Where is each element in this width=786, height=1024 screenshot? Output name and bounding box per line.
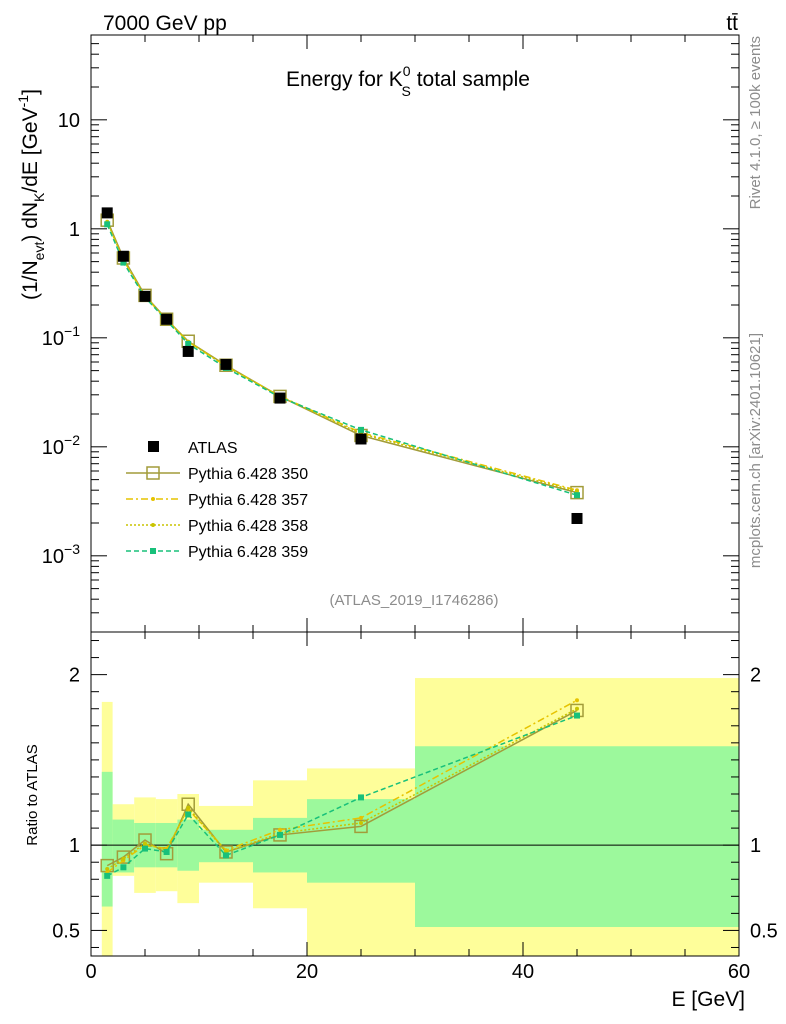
main-point-p359 (120, 259, 127, 266)
atlas-point (274, 392, 286, 404)
main-axes: 10 1 10−1 10−2 10−3 (42, 34, 740, 633)
ratio-line-p357 (106, 699, 578, 874)
ratio-point-p359 (358, 794, 364, 801)
ratio-point-p359 (142, 845, 148, 852)
legend-marker-atlas (148, 441, 159, 452)
main-ytick-label: 10 (58, 110, 80, 132)
rivet-label: Rivet 4.1.0, ≥ 100k events (747, 36, 764, 209)
legend-marker-357 (151, 497, 155, 501)
ratio-point-p358 (359, 820, 363, 825)
atlas-point (182, 345, 194, 357)
main-series (100, 207, 584, 524)
atlas-point (355, 433, 367, 445)
atlas-point (161, 313, 173, 325)
main-point-p350 (570, 485, 584, 500)
ratio-ytick-label: 2 (69, 665, 80, 687)
ratio-point-p358 (186, 805, 191, 810)
xtick-label: 60 (728, 961, 750, 983)
xtick-label: 20 (296, 961, 318, 983)
ratio-ytick-label-right: 1 (750, 835, 761, 857)
main-point-p359 (104, 221, 111, 228)
ratio-point-p357 (278, 827, 282, 832)
main-ylabel: (1/Nevt) dNK/dE [GeV-1] (15, 89, 47, 300)
ratio-point-p358 (105, 867, 110, 872)
chart-title: Energy for K0 S total sample (286, 63, 530, 99)
main-point-p350 (159, 312, 174, 327)
main-line-p350 (106, 219, 578, 494)
main-ytick-label: 10−2 (42, 432, 80, 459)
header-right: tt̄ (726, 12, 738, 35)
ratio-point-p359 (185, 811, 192, 818)
legend-label-350: Pythia 6.428 350 (188, 466, 308, 483)
main-ytick-label: 10−3 (42, 541, 80, 568)
ratio-point-p359 (223, 852, 229, 859)
ratio-point-p358 (575, 706, 579, 711)
ratio-point-p358 (121, 856, 126, 861)
ratio-ytick-label-right: 2 (750, 665, 761, 687)
mcplots-label: mcplots.cern.ch [arXiv:2401.10621] (747, 333, 764, 568)
ratio-point-p359 (163, 848, 170, 855)
ratio-ytick-label-right: 0.5 (750, 920, 778, 942)
ratio-point-p358 (143, 841, 147, 846)
legend-label-359: Pythia 6.428 359 (188, 544, 308, 561)
atlas-point (101, 207, 113, 219)
analysis-watermark: (ATLAS_2019_I1746286) (329, 592, 498, 609)
ratio-point-p359 (104, 872, 111, 879)
ratio-point-p350 (354, 819, 368, 834)
ratio-point-p357 (359, 815, 363, 820)
main-ytick-label: 10−1 (42, 323, 80, 350)
atlas-point (117, 250, 129, 262)
ratio-ylabel: Ratio to ATLAS (24, 744, 41, 845)
ratio-point-p359 (574, 712, 580, 719)
xtick-label: 40 (512, 961, 534, 983)
ratio-point-p359 (277, 831, 283, 838)
main-point-p359 (358, 426, 364, 433)
ratio-series (100, 698, 584, 879)
legend: ATLAS Pythia 6.428 350 Pythia 6.428 357 … (126, 440, 308, 561)
band-inner-7 (307, 799, 415, 883)
ratio-ytick-label: 1 (69, 835, 80, 857)
main-line-p359 (106, 224, 578, 496)
ratio-bands (91, 678, 739, 956)
legend-label-357: Pythia 6.428 357 (188, 492, 308, 509)
atlas-point (571, 512, 583, 524)
header-left: 7000 GeV pp (103, 12, 227, 35)
ratio-point-p357 (575, 698, 579, 703)
ratio-point-p359 (120, 864, 127, 871)
xtick-label: 0 (85, 961, 96, 983)
legend-marker-358 (151, 523, 155, 527)
main-ytick-label: 1 (69, 219, 80, 241)
main-point-p359 (574, 492, 580, 499)
atlas-point (139, 290, 151, 302)
xlabel: E [GeV] (671, 988, 745, 1011)
main-point-p359 (185, 340, 192, 347)
legend-label-358: Pythia 6.428 358 (188, 518, 308, 535)
main-line-p357 (106, 221, 578, 491)
ratio-axes: 0.5 0.51 12 20 20 40 60 (52, 632, 778, 983)
legend-label-atlas: ATLAS (188, 440, 238, 457)
legend-marker-350 (146, 466, 160, 480)
band-inner-0 (101, 771, 113, 907)
main-line-p358 (106, 221, 578, 493)
main-frame (90, 34, 740, 633)
legend-marker-359 (150, 548, 156, 554)
atlas-point (220, 358, 232, 370)
ratio-line-p350 (106, 709, 578, 867)
band-inner-8 (415, 746, 739, 928)
ratio-ytick-label: 0.5 (52, 920, 80, 942)
